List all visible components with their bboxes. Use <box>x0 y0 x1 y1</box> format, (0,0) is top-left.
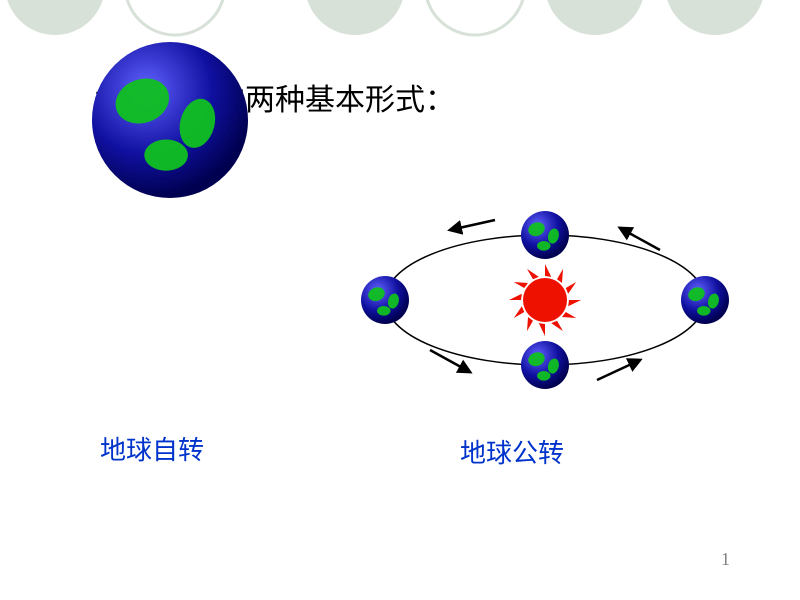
page-number: 1 <box>721 549 730 570</box>
earth-revolution-diagram <box>370 200 730 420</box>
rotation-label: 地球自转 <box>100 430 204 467</box>
revolution-label: 地球公转 <box>460 433 564 470</box>
earth-rotation-diagram <box>80 30 260 215</box>
